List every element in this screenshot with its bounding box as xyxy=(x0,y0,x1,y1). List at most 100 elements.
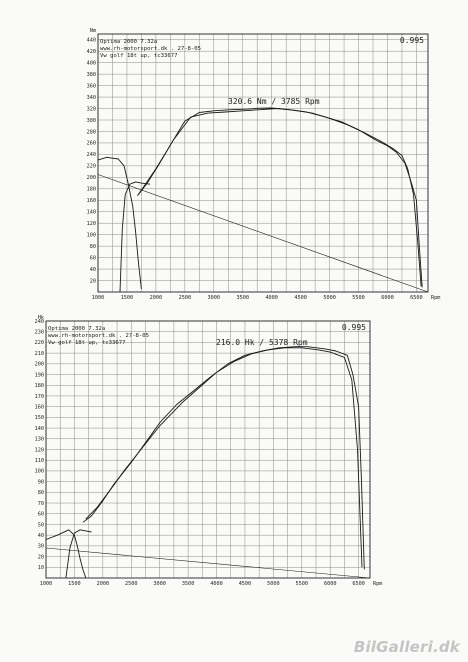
y-tick-label: 60 xyxy=(38,512,44,518)
y-tick-label: 280 xyxy=(87,129,96,135)
y-tick-label: 200 xyxy=(87,175,96,181)
x-tick-label: 4000 xyxy=(210,581,223,587)
dyno-curve-2 xyxy=(45,529,87,579)
y-tick-label: 100 xyxy=(87,232,96,238)
y-tick-label: 150 xyxy=(35,415,44,421)
x-axis-label: Rpm xyxy=(431,295,440,301)
grid xyxy=(97,34,428,292)
header-line: Vw golf 18t up, tc33677 xyxy=(100,53,177,59)
dyno-curve-2 xyxy=(97,156,142,290)
y-tick-label: 120 xyxy=(35,447,44,453)
y-tick-label: 70 xyxy=(38,501,44,507)
y-tick-label: 100 xyxy=(35,469,44,475)
x-tick-label: 4500 xyxy=(294,295,307,301)
y-tick-label: 360 xyxy=(87,83,96,89)
y-axis-title: Hk xyxy=(38,315,45,321)
x-tick-label: 3000 xyxy=(208,295,221,301)
y-tick-label: 130 xyxy=(35,437,44,443)
header-line: www.rh-motorsport.dk . 27-8-05 xyxy=(48,333,149,339)
correction-factor: 0.995 xyxy=(342,323,366,332)
y-tick-label: 140 xyxy=(35,426,44,432)
x-tick-label: 3500 xyxy=(236,295,249,301)
y-tick-label: 220 xyxy=(35,340,44,346)
y-tick-label: 240 xyxy=(35,319,44,325)
plot-frame xyxy=(97,33,429,293)
dyno-curve-3 xyxy=(119,181,151,293)
x-axis-label: Rpm xyxy=(373,581,382,587)
x-tick-label: 6500 xyxy=(410,295,423,301)
y-tick-label: 200 xyxy=(35,362,44,368)
x-tick-label: 6000 xyxy=(381,295,394,301)
y-tick-label: 20 xyxy=(90,278,96,284)
y-tick-label: 60 xyxy=(90,255,96,261)
x-tick-label: 1000 xyxy=(40,581,53,587)
y-tick-label: 160 xyxy=(35,404,44,410)
header-line: Optima 2000 7.32a xyxy=(100,39,157,45)
torque-chart: 1000 1500 2000 2500 3000 3500 4000 4500 5000 5500… xyxy=(87,28,441,301)
header-line: www.rh-motorsport.dk . 27-8-05 xyxy=(100,46,201,52)
loss-line xyxy=(45,547,371,579)
y-axis-title: Nm xyxy=(90,28,96,34)
y-tick-label: 240 xyxy=(87,152,96,158)
dyno-curve-1 xyxy=(138,108,422,287)
y-tick-label: 50 xyxy=(38,522,44,528)
y-tick-label: 10 xyxy=(38,565,44,571)
y-tick-label: 440 xyxy=(87,38,96,44)
correction-factor: 0.995 xyxy=(400,36,424,45)
x-tick-label: 2000 xyxy=(150,295,163,301)
y-tick-label: 140 xyxy=(87,210,96,216)
y-tick-label: 380 xyxy=(87,72,96,78)
y-tick-label: 340 xyxy=(87,95,96,101)
y-tick-label: 320 xyxy=(87,106,96,112)
x-tick-label: 4500 xyxy=(239,581,252,587)
dyno-curve-3 xyxy=(65,529,92,579)
x-tick-label: 5000 xyxy=(323,295,336,301)
y-tick-label: 80 xyxy=(90,244,96,250)
x-tick-label: 1500 xyxy=(121,295,134,301)
x-tick-label: 6000 xyxy=(324,581,337,587)
x-tick-label: 4000 xyxy=(265,295,278,301)
y-tick-label: 80 xyxy=(38,490,44,496)
y-tick-label: 120 xyxy=(87,221,96,227)
x-tick-label: 3000 xyxy=(153,581,166,587)
y-tick-label: 230 xyxy=(35,330,44,336)
x-tick-label: 3500 xyxy=(182,581,195,587)
y-tick-label: 220 xyxy=(87,164,96,170)
y-tick-label: 180 xyxy=(87,187,96,193)
y-tick-label: 420 xyxy=(87,49,96,55)
dyno-curve-0 xyxy=(137,107,423,288)
peak-annotation: 320.6 Nm / 3785 Rpm xyxy=(228,97,320,106)
x-tick-label: 5000 xyxy=(267,581,280,587)
y-tick-label: 400 xyxy=(87,60,96,66)
plot-frame xyxy=(45,320,371,579)
x-tick-label: 1000 xyxy=(92,295,105,301)
watermark: BilGalleri.dk xyxy=(353,638,460,656)
y-tick-label: 170 xyxy=(35,394,44,400)
x-tick-label: 2500 xyxy=(125,581,138,587)
x-tick-label: 6500 xyxy=(352,581,365,587)
y-tick-label: 30 xyxy=(38,544,44,550)
y-tick-label: 190 xyxy=(35,372,44,378)
peak-annotation: 216.0 Hk / 5378 Rpm xyxy=(216,338,308,347)
x-tick-label: 2000 xyxy=(97,581,110,587)
y-tick-label: 160 xyxy=(87,198,96,204)
x-tick-label: 2500 xyxy=(179,295,192,301)
y-tick-label: 20 xyxy=(38,554,44,560)
y-tick-label: 300 xyxy=(87,118,96,124)
loss-line xyxy=(97,174,429,293)
y-tick-label: 180 xyxy=(35,383,44,389)
y-tick-label: 40 xyxy=(90,267,96,273)
x-tick-label: 5500 xyxy=(352,295,365,301)
header-line: Vw golf 18t up, tc33677 xyxy=(48,340,125,346)
header-line: Optima 2000 7.32a xyxy=(48,326,105,332)
y-tick-label: 260 xyxy=(87,141,96,147)
grid xyxy=(45,320,370,578)
dyno-curve-1 xyxy=(85,347,363,568)
x-tick-label: 5500 xyxy=(296,581,309,587)
x-tick-label: 1500 xyxy=(68,581,81,587)
y-tick-label: 90 xyxy=(38,479,44,485)
y-tick-label: 40 xyxy=(38,533,44,539)
dyno-curve-0 xyxy=(82,346,365,570)
y-tick-label: 110 xyxy=(35,458,44,464)
